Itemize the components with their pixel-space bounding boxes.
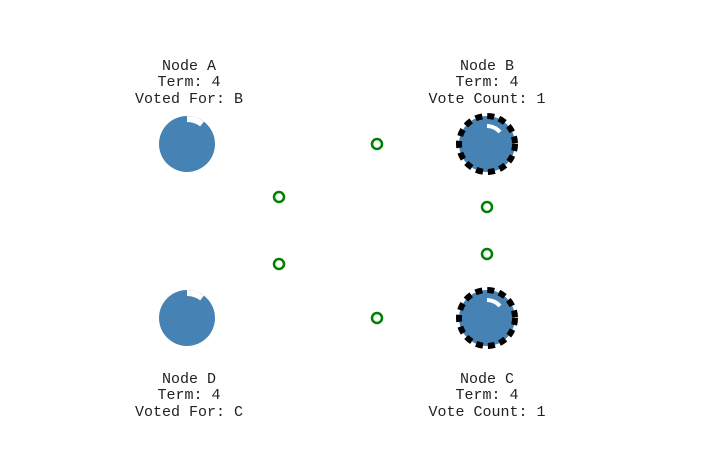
- node-d-name: Node D: [162, 371, 216, 388]
- message-marker: [272, 257, 286, 271]
- node-b[interactable]: Node B Term: 4 Vote Count: 1: [428, 58, 546, 175]
- node-d-timer-arc: [186, 290, 204, 301]
- message-marker: [370, 137, 384, 151]
- node-b-term: Term: 4: [455, 74, 518, 91]
- node-d-vote: Voted For: C: [135, 404, 243, 421]
- message-marker: [370, 311, 384, 325]
- node-c-term: Term: 4: [455, 387, 518, 404]
- node-b-name: Node B: [460, 58, 514, 75]
- node-a[interactable]: Node A Term: 4 Voted For: B: [135, 58, 243, 172]
- message-marker: [272, 190, 286, 204]
- node-b-vote: Vote Count: 1: [428, 91, 545, 108]
- node-c-candidate-ring: [456, 287, 518, 349]
- node-a-term: Term: 4: [157, 74, 220, 91]
- node-c-vote: Vote Count: 1: [428, 404, 545, 421]
- node-b-candidate-ring: [456, 113, 518, 175]
- node-d-circle[interactable]: [159, 290, 215, 346]
- node-a-name: Node A: [162, 58, 216, 75]
- node-c-name: Node C: [460, 371, 514, 388]
- node-c-circle[interactable]: [459, 290, 515, 346]
- node-d-term: Term: 4: [157, 387, 220, 404]
- node-c[interactable]: Node C Term: 4 Vote Count: 1: [428, 287, 546, 421]
- node-c-timer-arc: [486, 298, 502, 308]
- node-b-circle[interactable]: [459, 116, 515, 172]
- node-a-timer-arc: [186, 116, 204, 127]
- node-d[interactable]: Node D Term: 4 Voted For: C: [135, 290, 243, 421]
- message-marker: [480, 200, 494, 214]
- node-b-timer-arc: [486, 124, 502, 134]
- node-a-vote: Voted For: B: [135, 91, 243, 108]
- message-marker: [480, 247, 494, 261]
- node-a-circle[interactable]: [159, 116, 215, 172]
